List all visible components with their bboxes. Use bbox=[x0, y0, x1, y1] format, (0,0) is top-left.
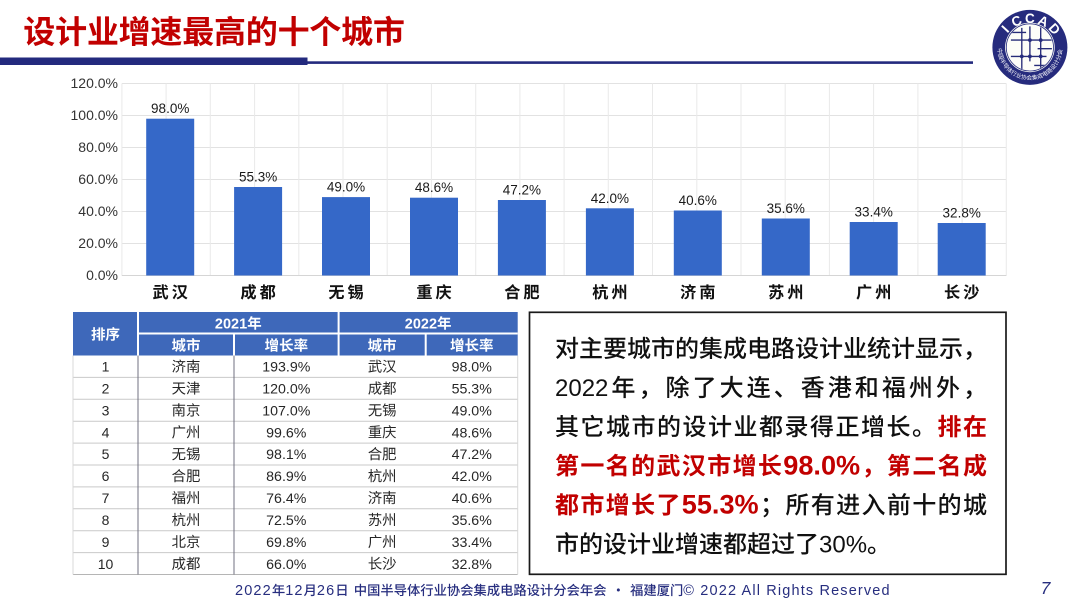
svg-text:80.0%: 80.0% bbox=[78, 139, 118, 155]
svg-text:98.1%: 98.1% bbox=[266, 447, 307, 463]
svg-text:26: 26 bbox=[317, 583, 335, 599]
svg-text:C: C bbox=[1025, 11, 1035, 26]
svg-text:98.0%: 98.0% bbox=[151, 101, 189, 116]
svg-text:55.3%: 55.3% bbox=[239, 170, 277, 185]
svg-text:1: 1 bbox=[102, 359, 110, 375]
svg-text:60.0%: 60.0% bbox=[78, 171, 118, 187]
svg-text:33.4%: 33.4% bbox=[855, 205, 893, 220]
svg-text:193.9%: 193.9% bbox=[262, 360, 311, 376]
svg-text:7: 7 bbox=[102, 490, 110, 506]
svg-text:47.2%: 47.2% bbox=[452, 447, 493, 463]
svg-text:86.9%: 86.9% bbox=[266, 469, 307, 485]
svg-text:0.0%: 0.0% bbox=[86, 267, 118, 283]
svg-text:8: 8 bbox=[102, 512, 110, 528]
svg-text:98.0%: 98.0% bbox=[452, 360, 493, 376]
svg-text:76.4%: 76.4% bbox=[266, 491, 307, 507]
svg-text:40.0%: 40.0% bbox=[78, 203, 118, 219]
svg-text:35.6%: 35.6% bbox=[767, 201, 805, 216]
svg-text:2022: 2022 bbox=[555, 375, 608, 402]
svg-text:12: 12 bbox=[285, 583, 303, 599]
svg-text:120.0%: 120.0% bbox=[262, 382, 311, 398]
svg-text:69.8%: 69.8% bbox=[266, 535, 307, 551]
svg-text:32.8%: 32.8% bbox=[943, 206, 981, 221]
svg-text:4: 4 bbox=[102, 424, 110, 440]
svg-text:42.0%: 42.0% bbox=[591, 191, 629, 206]
svg-text:© 2022 All Rights Reserved: © 2022 All Rights Reserved bbox=[683, 583, 890, 599]
svg-text:5: 5 bbox=[102, 446, 110, 462]
svg-text:49.0%: 49.0% bbox=[327, 180, 365, 195]
svg-text:40.6%: 40.6% bbox=[679, 193, 717, 208]
svg-text:42.0%: 42.0% bbox=[452, 469, 493, 485]
svg-text:2: 2 bbox=[102, 381, 110, 397]
svg-text:20.0%: 20.0% bbox=[78, 235, 118, 251]
svg-text:100.0%: 100.0% bbox=[71, 107, 118, 123]
svg-text:99.6%: 99.6% bbox=[266, 425, 307, 441]
svg-text:48.6%: 48.6% bbox=[415, 180, 453, 195]
svg-text:9: 9 bbox=[102, 534, 110, 550]
svg-text:107.0%: 107.0% bbox=[262, 403, 311, 419]
svg-text:120.0%: 120.0% bbox=[71, 75, 118, 91]
svg-text:2022: 2022 bbox=[235, 583, 272, 599]
svg-text:3: 3 bbox=[102, 402, 110, 418]
svg-text:66.0%: 66.0% bbox=[266, 557, 307, 573]
svg-text:55.3%: 55.3% bbox=[452, 382, 493, 398]
svg-text:49.0%: 49.0% bbox=[452, 403, 493, 419]
svg-text:55.3%: 55.3% bbox=[682, 488, 759, 519]
svg-text:10: 10 bbox=[98, 556, 114, 572]
svg-text:32.8%: 32.8% bbox=[452, 557, 493, 573]
svg-text:48.6%: 48.6% bbox=[452, 425, 493, 441]
svg-text:35.6%: 35.6% bbox=[452, 513, 493, 529]
svg-text:2022: 2022 bbox=[405, 317, 437, 333]
svg-text:33.4%: 33.4% bbox=[452, 535, 493, 551]
svg-text:7: 7 bbox=[1041, 578, 1052, 598]
svg-text:98.0%: 98.0% bbox=[783, 449, 860, 480]
svg-text:72.5%: 72.5% bbox=[266, 513, 307, 529]
svg-text:47.2%: 47.2% bbox=[503, 183, 541, 198]
svg-text:40.6%: 40.6% bbox=[452, 491, 493, 507]
svg-text:2021: 2021 bbox=[215, 317, 247, 333]
svg-text:30%: 30% bbox=[819, 532, 867, 559]
svg-text:6: 6 bbox=[102, 468, 110, 484]
